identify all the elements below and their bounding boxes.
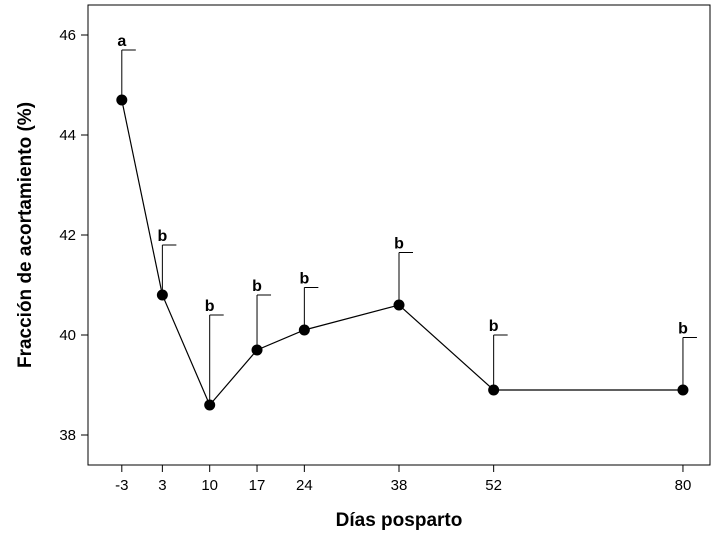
data-point	[298, 324, 310, 336]
data-point	[677, 384, 689, 396]
significance-labels: a b b b b b b b	[117, 33, 688, 338]
significance-label: a	[117, 33, 126, 50]
x-tick-label: 17	[249, 477, 266, 494]
data-point	[488, 384, 500, 396]
x-tick-label: 24	[296, 477, 313, 494]
series-line-group	[121, 99, 683, 407]
significance-label: b	[252, 278, 262, 295]
x-tick-label: 80	[675, 477, 692, 494]
y-tick-label: 40	[59, 327, 76, 344]
data-markers	[116, 94, 689, 411]
data-point	[116, 94, 128, 106]
significance-label: b	[157, 228, 167, 245]
x-axis-title: Días posparto	[336, 510, 463, 531]
data-point	[393, 299, 405, 311]
data-point	[251, 344, 263, 356]
x-tick-label: 52	[485, 477, 502, 494]
x-tick-label: 3	[158, 477, 166, 494]
y-tick-label: 46	[59, 27, 76, 44]
x-tick-label: 38	[391, 477, 408, 494]
y-axis-title: Fracción de acortamiento (%)	[15, 102, 36, 368]
data-point	[204, 399, 216, 411]
significance-label: b	[394, 236, 404, 253]
significance-label: b	[205, 298, 215, 315]
x-tick-label: -3	[115, 477, 128, 494]
x-axis-ticks: -3 3 10 17 24 38 52 80	[115, 465, 691, 494]
y-tick-label: 38	[59, 427, 76, 444]
significance-label: b	[489, 318, 499, 335]
x-tick-label: 10	[201, 477, 218, 494]
series-line	[121, 99, 683, 407]
y-tick-label: 44	[59, 127, 76, 144]
y-tick-label: 42	[59, 227, 76, 244]
error-bars	[121, 49, 697, 405]
significance-label: b	[678, 321, 688, 338]
y-axis-ticks: 38 40 42 44 46	[59, 27, 88, 444]
data-point	[156, 289, 168, 301]
significance-label: b	[299, 271, 309, 288]
